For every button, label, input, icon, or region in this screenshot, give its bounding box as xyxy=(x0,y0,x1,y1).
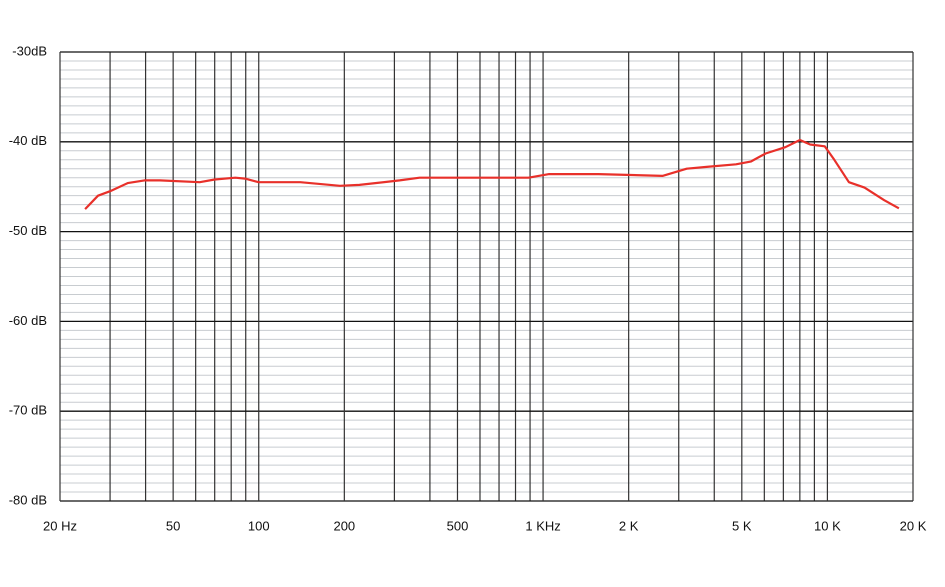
x-tick-label: 5 K xyxy=(732,518,752,533)
x-tick-label: 20 K xyxy=(900,518,927,533)
x-tick-label: 100 xyxy=(248,518,270,533)
x-tick-label: 500 xyxy=(447,518,469,533)
response-line xyxy=(84,138,900,210)
x-tick-label: 50 xyxy=(166,518,180,533)
y-tick-label: -80 dB xyxy=(9,492,47,507)
x-tick-label: 2 K xyxy=(619,518,639,533)
y-tick-label: -40 dB xyxy=(9,133,47,148)
y-tick-label: -30dB xyxy=(12,43,47,58)
y-tick-label: -50 dB xyxy=(9,223,47,238)
x-tick-label: 200 xyxy=(333,518,355,533)
y-tick-label: -60 dB xyxy=(9,313,47,328)
x-tick-label: 10 K xyxy=(814,518,841,533)
x-tick-label: 1 KHz xyxy=(525,518,560,533)
x-tick-label: 20 Hz xyxy=(43,518,77,533)
y-tick-label: -70 dB xyxy=(9,403,47,418)
